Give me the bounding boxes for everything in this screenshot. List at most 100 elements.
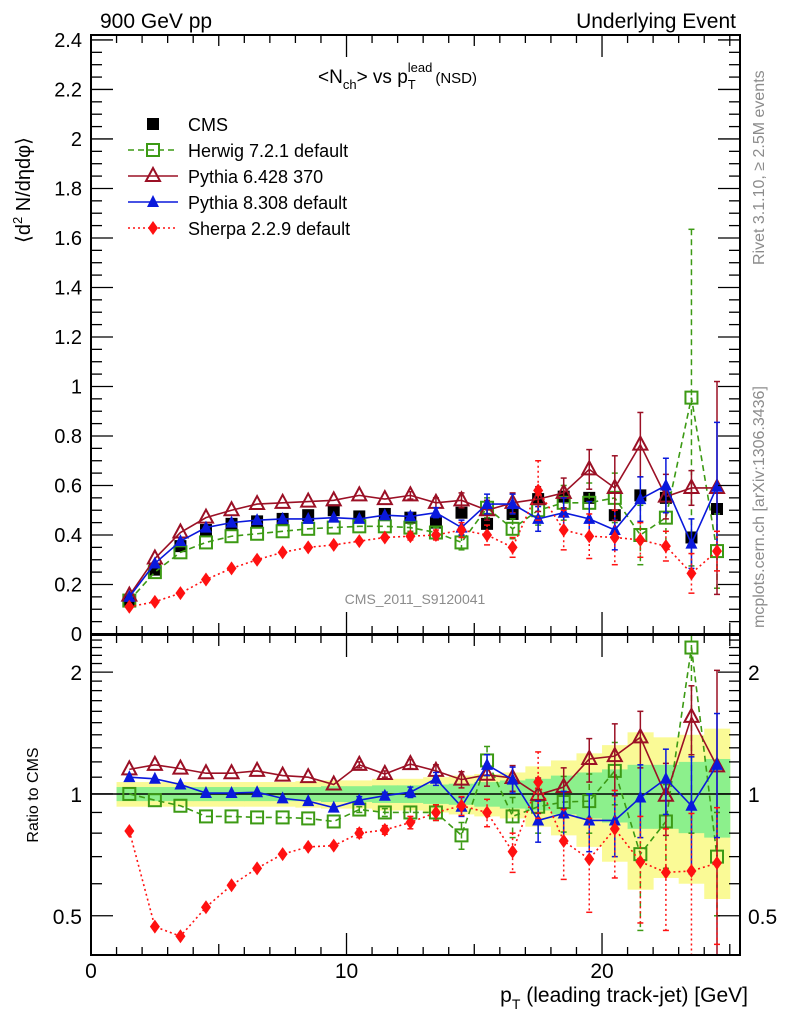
legend-label: Sherpa 2.2.9 default [188,219,350,239]
data-point [328,838,339,853]
data-point [454,828,469,843]
data-point [123,770,136,783]
data-point [481,757,494,770]
legend-label: CMS [188,115,228,135]
data-point [200,572,211,587]
title-sub-t: T [408,77,416,92]
data-point [505,809,520,824]
y-tick-label: 1 [71,376,82,398]
data-point [429,505,442,518]
data-point [354,826,365,841]
series-line [128,779,718,938]
data-point [222,500,241,517]
ratio-y-tick-label-right: 0.5 [748,906,777,929]
data-point [684,640,699,655]
y-tick-label: 2.4 [54,30,82,52]
legend-marker [146,143,160,157]
data-point [224,529,239,544]
y-tick-label: 0.2 [54,574,82,596]
data-point [301,811,316,826]
data-point [430,805,441,820]
data-point [533,775,544,790]
data-point [609,530,620,545]
series-sherpa-2-2-9-default [124,459,723,614]
data-point [303,839,314,854]
ylabel-post: N/dηdφ⟩ [13,137,35,217]
data-point [248,760,266,777]
data-point [478,764,496,781]
y-tick-label: 1.8 [54,178,82,200]
data-point [452,490,471,507]
data-point [558,523,569,538]
series-pythia-6-428-370 [120,669,726,956]
data-point [404,509,417,522]
main-axes: 0 0.2 0.4 0.6 0.8 1 1.2 1.4 1.6 1.8 2 2.2 2.4 [54,30,740,646]
data-point [660,539,671,554]
data-point [659,478,672,491]
ratio-y-tick-label-right: 2 [748,662,760,685]
data-point [273,492,292,509]
x-tick-label: 10 [335,960,358,983]
data-point [175,929,186,944]
data-point [401,753,420,771]
data-point [608,523,621,536]
main-plot-area [120,228,726,614]
data-point [350,485,368,502]
data-point [583,511,596,524]
data-point [327,510,340,523]
data-point [225,786,238,799]
data-point [378,508,391,521]
ylabel-sup: 2 [10,217,25,224]
data-point [634,790,647,803]
data-point [533,483,544,498]
series-line [128,484,718,598]
data-point [123,589,136,602]
data-point [353,511,366,524]
data-point [224,809,239,824]
y-tick-label: 2 [71,129,82,151]
data-point [505,521,520,536]
ratio-y-tick-label-right: 1 [748,784,760,807]
data-point [584,852,595,867]
data-point [299,767,317,784]
title-vs: > vs p [357,67,408,88]
data-point [557,806,570,819]
data-point [606,746,624,763]
main-ylabel: ⟨d2 N/dηdφ⟩ [10,137,35,243]
ylabel-pre: ⟨d [13,224,35,243]
data-point [174,534,187,547]
data-point [325,490,343,507]
title-nsd: (NSD) [435,70,477,87]
y-tick-label: 0.8 [54,426,82,448]
data-point [631,727,650,744]
data-point [171,758,190,775]
data-point [584,529,595,544]
data-point [686,566,697,581]
data-point [200,900,211,915]
ratio-y-tick-label-left: 0.5 [53,906,82,929]
data-point [712,856,723,871]
data-point [712,544,723,559]
data-point [405,529,416,544]
data-point [149,919,160,934]
series-pythia-8-308-default [123,712,724,875]
header-right: Underlying Event [576,10,736,33]
data-point [276,511,289,524]
data-point [198,809,213,824]
data-point [376,488,394,506]
legend-marker [147,195,159,207]
legend-label: Herwig 7.2.1 default [188,141,348,161]
data-point [173,545,188,560]
data-point [197,763,215,780]
series-line [129,647,718,857]
data-point [225,515,238,528]
data-point [456,798,467,813]
data-point [405,815,416,830]
data-point [529,488,547,506]
data-point [430,527,441,542]
data-point [634,492,647,505]
data-point [506,772,519,785]
data-point [609,821,620,836]
data-point [452,769,471,786]
legend-marker [147,118,159,130]
